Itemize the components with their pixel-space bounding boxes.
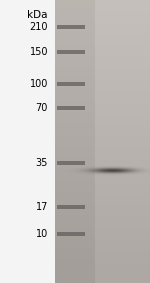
Text: 210: 210 — [30, 22, 48, 32]
Text: kDa: kDa — [27, 10, 48, 20]
Bar — [57, 25, 85, 29]
Bar — [57, 232, 85, 236]
Text: 17: 17 — [36, 202, 48, 212]
Bar — [57, 205, 85, 209]
Bar — [57, 106, 85, 110]
Bar — [57, 161, 85, 165]
Text: 35: 35 — [36, 158, 48, 168]
Text: 10: 10 — [36, 229, 48, 239]
Text: 100: 100 — [30, 79, 48, 89]
Text: 150: 150 — [30, 47, 48, 57]
Text: 70: 70 — [36, 103, 48, 113]
Bar — [57, 50, 85, 54]
Bar — [57, 82, 85, 86]
